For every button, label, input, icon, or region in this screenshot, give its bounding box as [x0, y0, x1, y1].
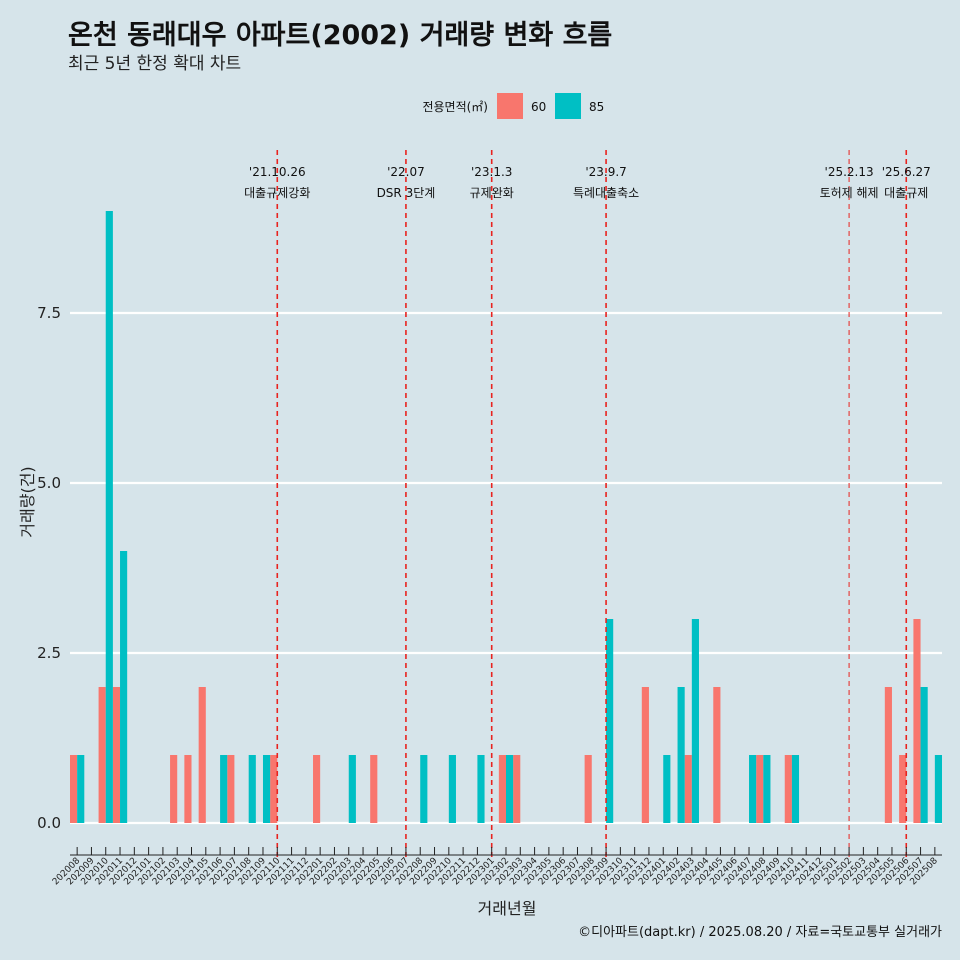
event-label: 대출규제 — [884, 186, 928, 200]
bar-85-202010 — [105, 211, 113, 823]
bar-60-202008 — [70, 755, 78, 823]
bar-60-202010 — [98, 687, 106, 823]
bar-85-202203 — [348, 755, 356, 823]
bar-85-202212 — [477, 755, 485, 823]
bar-85-202507 — [920, 687, 928, 823]
bar-85-202402 — [677, 687, 685, 823]
y-axis: 0.0 2.5 5.0 7.5 — [37, 304, 61, 832]
bar-85-202407 — [749, 755, 757, 823]
bar-60-202107 — [227, 755, 235, 823]
bar-60-202104 — [184, 755, 192, 823]
bar-85-202403 — [691, 619, 699, 823]
y-tick-label: 2.5 — [37, 644, 61, 662]
bar-85-202106 — [220, 755, 228, 823]
bar-85-202208 — [420, 755, 428, 823]
bar-60-202507 — [913, 619, 921, 823]
bar-60-202505 — [884, 687, 892, 823]
event-date: '22.07 — [387, 165, 425, 179]
bar-85-202011 — [120, 551, 128, 823]
bar-60-202303 — [513, 755, 521, 823]
bar-60-202110 — [270, 755, 278, 823]
bar-85-202008 — [77, 755, 85, 823]
bar-60-202201 — [313, 755, 321, 823]
chart-title: 온천 동래대우 아파트(2002) 거래량 변화 흐름 — [68, 20, 612, 51]
bar-60-202011 — [112, 687, 121, 823]
event-date: '25.6.27 — [882, 165, 931, 179]
bar-85-202210 — [448, 755, 456, 823]
legend-label-85: 85 — [589, 100, 604, 114]
caption: ©디아파트(dapt.kr) / 2025.08.20 / 자료=국토교통부 실… — [578, 925, 942, 940]
bar-60-202403 — [684, 755, 692, 823]
chart-subtitle: 최근 5년 한정 확대 차트 — [68, 54, 241, 74]
y-axis-title: 거래량(건) — [18, 466, 37, 537]
y-tick-label: 0.0 — [37, 814, 61, 832]
legend-title: 전용면적(㎡) — [422, 100, 488, 114]
bar-85-202109 — [262, 755, 271, 823]
legend-swatch-60 — [497, 93, 523, 119]
bars — [70, 211, 942, 823]
legend: 전용면적(㎡) 60 85 — [422, 93, 604, 119]
event-date: '23.9.7 — [585, 165, 626, 179]
bar-60-202308 — [584, 755, 592, 823]
bar-60-202405 — [713, 687, 721, 823]
bar-85-202408 — [763, 755, 771, 823]
bar-85-202508 — [934, 755, 942, 823]
bar-60-202312 — [641, 687, 649, 823]
bar-60-202506 — [899, 755, 907, 823]
bar-85-202401 — [663, 755, 671, 823]
y-tick-label: 5.0 — [37, 474, 61, 492]
bar-60-202103 — [170, 755, 178, 823]
bar-60-202408 — [756, 755, 764, 823]
y-tick-label: 7.5 — [37, 304, 61, 322]
bar-60-202410 — [784, 755, 792, 823]
event-label: DSR 3단계 — [377, 186, 436, 200]
bar-85-202108 — [248, 755, 256, 823]
event-date: '25.2.13 — [825, 165, 874, 179]
event-label: 규제완화 — [470, 186, 514, 200]
bar-60-202105 — [198, 687, 206, 823]
event-date: '21.10.26 — [249, 165, 306, 179]
bar-85-202309 — [606, 619, 614, 823]
bar-60-202302 — [498, 755, 506, 823]
legend-swatch-85 — [555, 93, 581, 119]
bar-85-202302 — [506, 755, 514, 823]
x-axis-title: 거래년월 — [478, 899, 537, 918]
legend-label-60: 60 — [531, 100, 546, 114]
event-label: 대출규제강화 — [244, 186, 310, 200]
bar-85-202410 — [791, 755, 800, 823]
event-label: 토허제 해제 — [820, 186, 879, 200]
bar-60-202205 — [370, 755, 378, 823]
event-date: '23.1.3 — [471, 165, 512, 179]
event-label: 특례대출축소 — [573, 186, 639, 200]
events: '21.10.26 대출규제강화 '22.07 DSR 3단계 '23.1.3 규제완화 '… — [244, 150, 931, 857]
